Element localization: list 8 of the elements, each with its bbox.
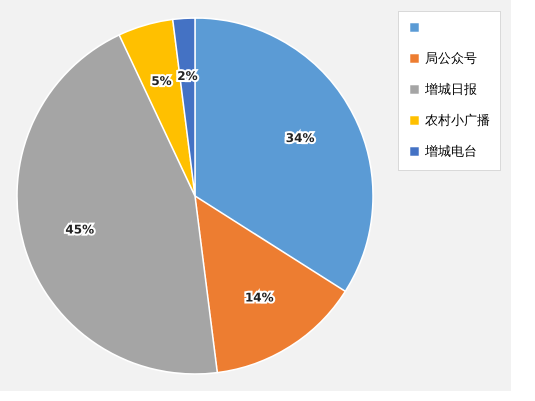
- legend-label: 局公众号: [425, 52, 477, 66]
- data-label: 14%: [244, 290, 274, 304]
- data-label: 45%: [65, 222, 94, 236]
- data-label: 5%: [151, 74, 172, 88]
- legend-label: 农村小广播: [425, 114, 490, 128]
- data-label: 34%: [286, 131, 315, 146]
- legend-label: 增城日报: [424, 82, 477, 98]
- legend-label: 增城电台: [424, 144, 477, 160]
